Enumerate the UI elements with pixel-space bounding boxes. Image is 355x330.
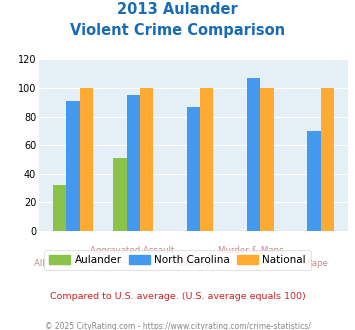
Bar <box>66 101 80 231</box>
Text: Compared to U.S. average. (U.S. average equals 100): Compared to U.S. average. (U.S. average … <box>50 292 305 301</box>
Text: 2013 Aulander: 2013 Aulander <box>117 2 238 16</box>
Bar <box>200 88 213 231</box>
Bar <box>127 95 140 231</box>
Bar <box>53 185 66 231</box>
Bar <box>80 88 93 231</box>
Bar <box>307 131 321 231</box>
Text: Aggravated Assault: Aggravated Assault <box>89 246 174 255</box>
Text: Rape: Rape <box>306 259 328 268</box>
Bar <box>260 88 274 231</box>
Bar <box>187 107 200 231</box>
Legend: Aulander, North Carolina, National: Aulander, North Carolina, National <box>44 250 311 270</box>
Text: © 2025 CityRating.com - https://www.cityrating.com/crime-statistics/: © 2025 CityRating.com - https://www.city… <box>45 322 310 330</box>
Bar <box>140 88 153 231</box>
Bar <box>247 78 260 231</box>
Bar <box>113 158 127 231</box>
Text: Murder & Mans...: Murder & Mans... <box>218 246 292 255</box>
Text: Robbery: Robbery <box>175 259 212 268</box>
Bar <box>321 88 334 231</box>
Text: Violent Crime Comparison: Violent Crime Comparison <box>70 23 285 38</box>
Text: All Violent Crime: All Violent Crime <box>34 259 106 268</box>
